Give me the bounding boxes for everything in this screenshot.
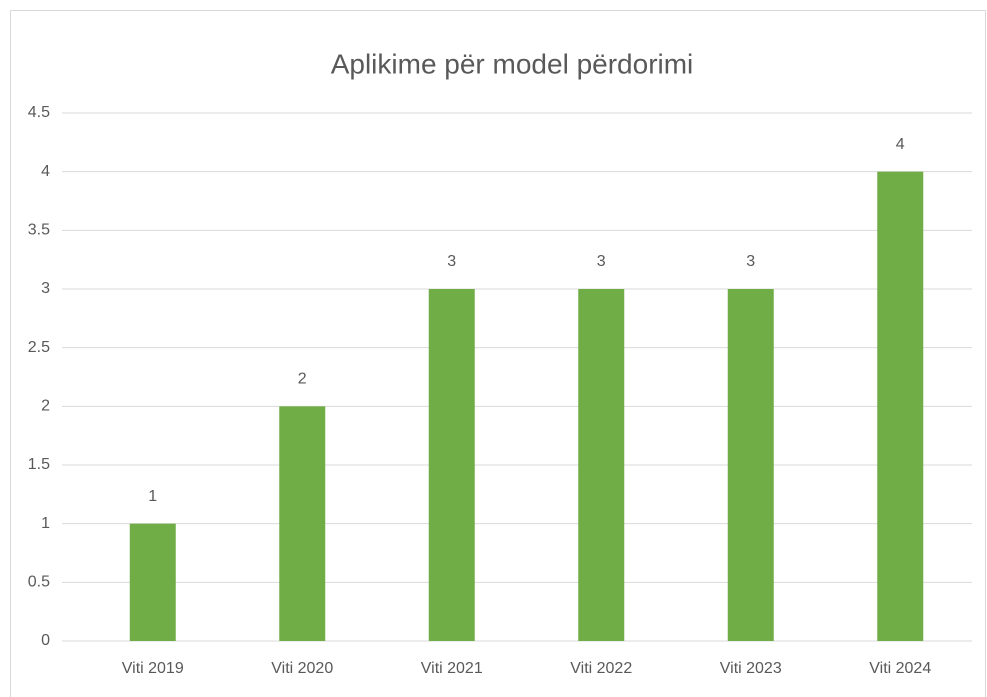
- x-tick-label: Viti 2019: [122, 660, 184, 677]
- x-tick-label: Viti 2022: [570, 660, 632, 677]
- bar: [727, 289, 774, 641]
- bar: [578, 289, 625, 641]
- y-tick-label: 1.5: [28, 456, 50, 473]
- x-tick-label: Viti 2020: [271, 660, 333, 677]
- data-label: 3: [447, 253, 456, 270]
- y-tick-label: 0: [41, 632, 50, 649]
- y-tick-label: 4.5: [28, 104, 50, 121]
- y-tick-label: 4: [41, 163, 50, 180]
- data-label: 2: [298, 371, 307, 388]
- y-tick-label: 3: [41, 280, 50, 297]
- data-label: 3: [746, 253, 755, 270]
- x-tick-label: Viti 2021: [421, 660, 483, 677]
- chart-title: Aplikime për model përdorimi: [331, 48, 694, 79]
- bar: [428, 289, 475, 641]
- y-tick-label: 1: [41, 515, 50, 532]
- bar: [279, 406, 326, 641]
- bar: [877, 171, 924, 641]
- data-label: 3: [597, 253, 606, 270]
- y-tick-label: 0.5: [28, 574, 50, 591]
- x-tick-label: Viti 2023: [720, 660, 782, 677]
- y-tick-label: 2: [41, 398, 50, 415]
- bar: [129, 523, 176, 641]
- y-tick-label: 2.5: [28, 339, 50, 356]
- x-tick-label: Viti 2024: [869, 660, 931, 677]
- y-tick-label: 3.5: [28, 222, 50, 239]
- data-label: 1: [148, 488, 157, 505]
- data-label: 4: [896, 136, 905, 153]
